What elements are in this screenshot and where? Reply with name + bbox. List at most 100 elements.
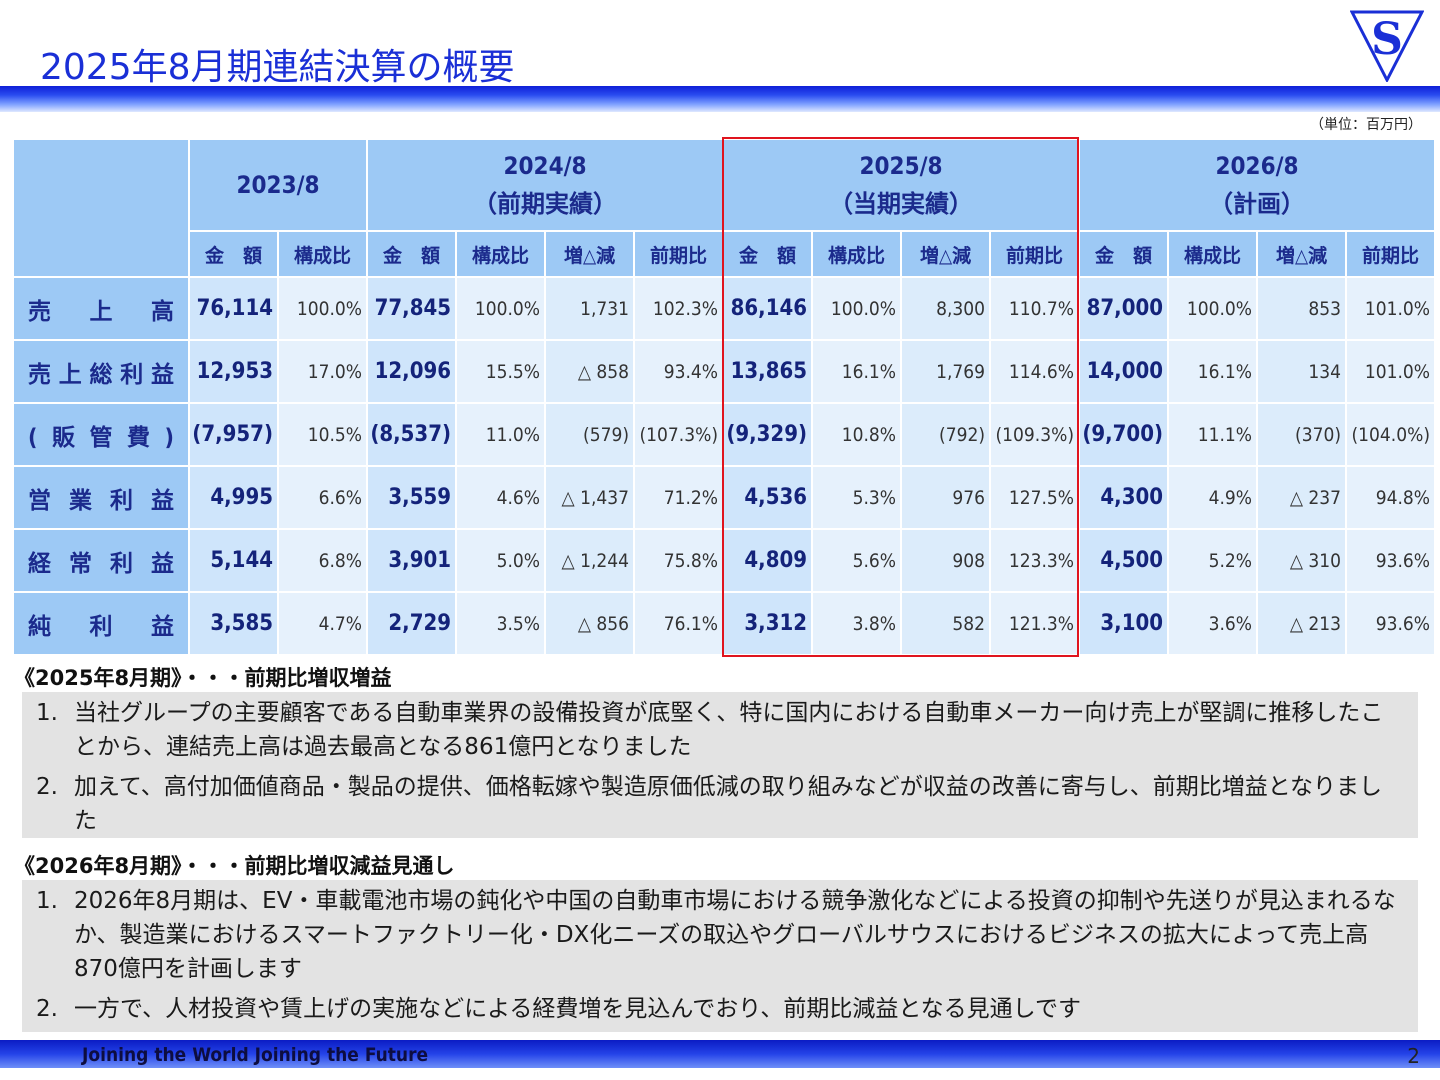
col-header-yoy: 前期比: [989, 230, 1081, 278]
amount-cell: 3,901: [366, 528, 458, 593]
row-label: (販管費): [12, 402, 190, 467]
value-cell: 5.0%: [455, 528, 547, 593]
row-label: 売上高: [12, 276, 190, 341]
value-cell: 8,300: [900, 276, 992, 341]
value-cell: 6.6%: [276, 465, 369, 530]
value-cell: 3.5%: [455, 591, 547, 656]
amount-cell: 87,000: [1078, 276, 1170, 341]
value-cell: 93.6%: [1345, 591, 1437, 656]
company-logo: S: [1350, 10, 1424, 82]
value-cell: 3.8%: [811, 591, 903, 656]
value-cell: 1,769: [900, 339, 992, 404]
amount-cell: (9,700): [1078, 402, 1170, 467]
value-cell: 5.2%: [1167, 528, 1259, 593]
table-body: 売上高 76,114 100.0% 77,845 100.0% 1,731 102.3% 86…: [12, 276, 1437, 656]
col-header-ratio: 構成比: [455, 230, 547, 278]
corner-header: [12, 138, 190, 278]
value-cell: △ 858: [544, 339, 636, 404]
value-cell: 17.0%: [276, 339, 369, 404]
page-title: 2025年8月期連結決算の概要: [40, 47, 515, 88]
value-cell: 16.1%: [1167, 339, 1259, 404]
item-text: 一方で、人材投資や賃上げの実施などによる経費増を見込んでおり、前期比減益となる見…: [74, 996, 1081, 1022]
value-cell: △ 213: [1256, 591, 1348, 656]
col-header-amount: 金 額: [366, 230, 458, 278]
list-item: 2. 加えて、高付加価値商品・製品の提供、価格転嫁や製造原価低減の取り組みなどが…: [36, 770, 1398, 838]
page-number: 2: [1407, 1044, 1420, 1068]
amount-cell: 3,585: [188, 591, 279, 656]
amount-cell: 4,536: [722, 465, 814, 530]
value-cell: 134: [1256, 339, 1348, 404]
value-cell: 4.6%: [455, 465, 547, 530]
value-cell: 100.0%: [1167, 276, 1259, 341]
amount-cell: 12,953: [188, 339, 279, 404]
amount-cell: 13,865: [722, 339, 814, 404]
value-cell: △ 1,437: [544, 465, 636, 530]
list-item: 2. 一方で、人材投資や賃上げの実施などによる経費増を見込んでおり、前期比減益と…: [36, 992, 1398, 1026]
period-header: 2024/8 （前期実績）: [366, 138, 725, 232]
value-cell: (104.0%): [1345, 402, 1437, 467]
col-header-ratio: 構成比: [811, 230, 903, 278]
list-item: 1. 2026年8月期は、EV・車載電池市場の鈍化や中国の自動車市場における競争…: [36, 884, 1398, 986]
value-cell: 93.6%: [1345, 528, 1437, 593]
period-note: （当期実績）: [829, 190, 974, 218]
value-cell: △ 856: [544, 591, 636, 656]
value-cell: 94.8%: [1345, 465, 1437, 530]
title-bar: [0, 86, 1440, 112]
value-cell: 1,731: [544, 276, 636, 341]
table-row: (販管費) (7,957) 10.5% (8,537) 11.0% (579) (107.3…: [12, 402, 1437, 467]
value-cell: 5.3%: [811, 465, 903, 530]
item-number: 2.: [36, 996, 58, 1022]
footer-bar: [0, 1040, 1440, 1068]
logo-letter: S: [1371, 14, 1403, 65]
item-text: 加えて、高付加価値商品・製品の提供、価格転嫁や製造原価低減の取り組みなどが収益の…: [74, 774, 1383, 834]
value-cell: 10.5%: [276, 402, 369, 467]
amount-cell: 14,000: [1078, 339, 1170, 404]
col-header-amount: 金 額: [1078, 230, 1170, 278]
value-cell: 15.5%: [455, 339, 547, 404]
item-number: 1.: [36, 700, 58, 726]
col-header-change: 増△減: [900, 230, 992, 278]
value-cell: 102.3%: [633, 276, 725, 341]
value-cell: (579): [544, 402, 636, 467]
period-label: 2025/8: [859, 152, 943, 180]
footer-slogan: Joining the World Joining the Future: [82, 1044, 429, 1066]
value-cell: 101.0%: [1345, 339, 1437, 404]
value-cell: 16.1%: [811, 339, 903, 404]
value-cell: 853: [1256, 276, 1348, 341]
value-cell: 100.0%: [455, 276, 547, 341]
value-cell: 110.7%: [989, 276, 1081, 341]
amount-cell: 76,114: [188, 276, 279, 341]
value-cell: 101.0%: [1345, 276, 1437, 341]
period-label: 2026/8: [1215, 152, 1299, 180]
value-cell: 908: [900, 528, 992, 593]
amount-cell: (9,329): [722, 402, 814, 467]
amount-cell: (7,957): [188, 402, 279, 467]
value-cell: 11.1%: [1167, 402, 1259, 467]
value-cell: 75.8%: [633, 528, 725, 593]
section-heading-2026: 《2026年8月期》・・・前期比増収減益見通し: [14, 854, 455, 878]
col-header-amount: 金 額: [188, 230, 279, 278]
amount-cell: 3,559: [366, 465, 458, 530]
period-header: 2023/8: [187, 138, 369, 232]
value-cell: 4.7%: [276, 591, 369, 656]
period-header: 2026/8 （計画）: [1078, 138, 1437, 232]
item-number: 1.: [36, 888, 58, 914]
section-list-2026: 1. 2026年8月期は、EV・車載電池市場の鈍化や中国の自動車市場における競争…: [36, 884, 1398, 1026]
col-header-change: 増△減: [544, 230, 636, 278]
value-cell: 3.6%: [1167, 591, 1259, 656]
col-header-ratio: 構成比: [276, 230, 369, 278]
financial-summary-table: 2023/8 2024/8 （前期実績） 2025/8 （当期実績） 2026/…: [12, 138, 1437, 656]
table-row: 売上総利益 12,953 17.0% 12,096 15.5% △ 858 93.4% 13,…: [12, 339, 1437, 404]
value-cell: 100.0%: [276, 276, 369, 341]
value-cell: 582: [900, 591, 992, 656]
section-list-2025: 1. 当社グループの主要顧客である自動車業界の設備投資が底堅く、特に国内における…: [36, 696, 1398, 838]
value-cell: 114.6%: [989, 339, 1081, 404]
amount-cell: 4,300: [1078, 465, 1170, 530]
section-box-2025: 1. 当社グループの主要顧客である自動車業界の設備投資が底堅く、特に国内における…: [22, 692, 1418, 838]
value-cell: △ 310: [1256, 528, 1348, 593]
row-label: 営業利益: [12, 465, 190, 530]
table-row: 純利益 3,585 4.7% 2,729 3.5% △ 856 76.1% 3,312 3.8%…: [12, 591, 1437, 656]
section-box-2026: 1. 2026年8月期は、EV・車載電池市場の鈍化や中国の自動車市場における競争…: [22, 880, 1418, 1032]
amount-cell: 5,144: [188, 528, 279, 593]
item-text: 当社グループの主要顧客である自動車業界の設備投資が底堅く、特に国内における自動車…: [74, 700, 1384, 760]
